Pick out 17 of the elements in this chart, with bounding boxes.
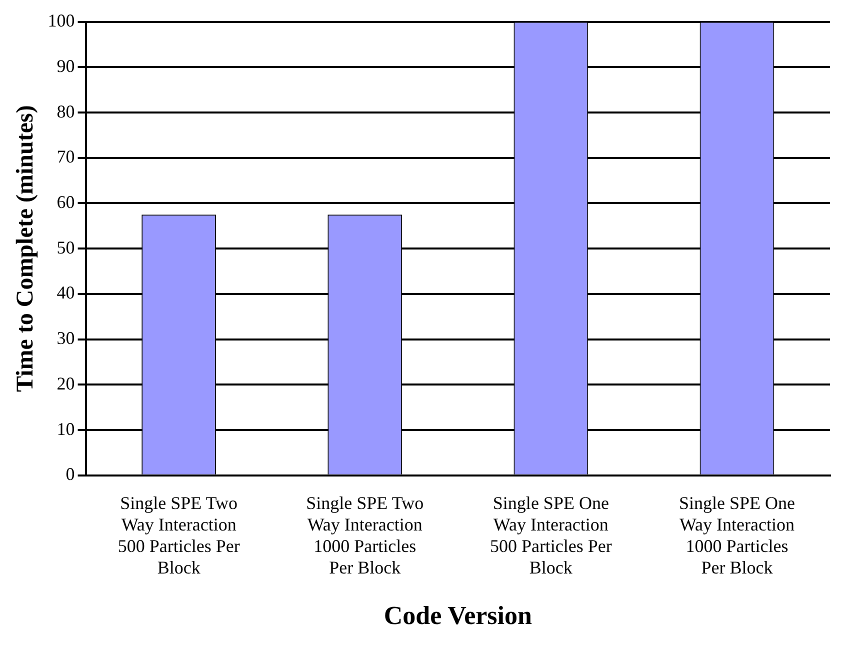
- y-tick-label: 20: [56, 373, 75, 394]
- y-tick-label: 10: [56, 418, 75, 439]
- y-tick-label: 70: [56, 146, 75, 167]
- y-tick-label: 60: [56, 192, 75, 212]
- x-tick-label: Single SPE One Way Interaction 500 Particles Per Block: [490, 492, 612, 578]
- x-axis-title: Code Version: [384, 601, 532, 630]
- x-tick-label: Single SPE One Way Interaction 1000 Particles Per Block: [678, 492, 795, 578]
- x-tick-label: Single SPE Two Way Interaction 500 Particles Per Block: [118, 492, 240, 578]
- y-axis-title: Time to Complete (minutes): [12, 105, 39, 392]
- y-tick-label: 0: [66, 464, 75, 484]
- y-tick-label: 50: [56, 237, 75, 258]
- y-tick-label: 80: [56, 101, 75, 122]
- y-tick-label: 30: [56, 328, 75, 348]
- x-tick-label: Single SPE Two Way Interaction 1000 Particles Per Block: [306, 492, 424, 578]
- y-tick-label: 40: [56, 282, 75, 303]
- y-tick-label: 100: [48, 10, 75, 31]
- y-tick-label: 90: [56, 56, 75, 76]
